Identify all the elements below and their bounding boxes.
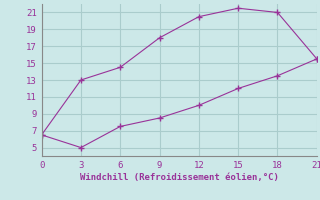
X-axis label: Windchill (Refroidissement éolien,°C): Windchill (Refroidissement éolien,°C) xyxy=(80,173,279,182)
